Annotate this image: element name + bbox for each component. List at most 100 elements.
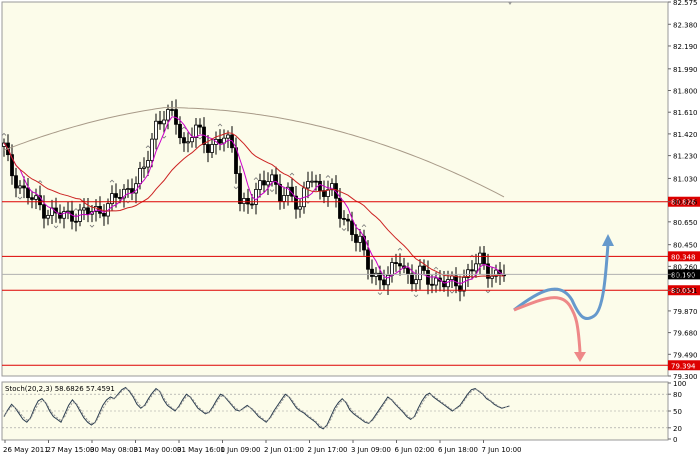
candle-body bbox=[326, 189, 330, 197]
bullish-arrowhead-icon bbox=[602, 234, 614, 246]
candle-body bbox=[470, 269, 474, 272]
candle-body bbox=[162, 119, 166, 125]
price-tick-label: 81.030 bbox=[673, 175, 698, 183]
candle-body bbox=[394, 262, 398, 264]
candle-body bbox=[206, 144, 210, 153]
candle-body bbox=[170, 109, 174, 111]
price-tick-label: 80.826 bbox=[673, 199, 698, 207]
candle-body bbox=[378, 272, 382, 281]
candle-body bbox=[458, 285, 462, 292]
candle-body bbox=[406, 267, 410, 275]
candle-body bbox=[474, 263, 478, 272]
candle-body bbox=[118, 197, 122, 199]
candle-body bbox=[314, 180, 318, 183]
candle-body bbox=[482, 252, 486, 265]
price-layer bbox=[1, 99, 506, 302]
fractal-marker-icon bbox=[253, 177, 259, 180]
time-tick-label: 2 Jun 17:00 bbox=[308, 446, 348, 454]
candle-body bbox=[386, 274, 390, 286]
stochastic-tick-label: 50 bbox=[673, 408, 682, 416]
candle-body bbox=[46, 215, 50, 219]
candle-body bbox=[74, 220, 78, 223]
price-tick-label: 80.051 bbox=[673, 287, 698, 295]
fractal-marker-icon bbox=[485, 290, 491, 294]
candle-body bbox=[262, 180, 266, 186]
level-price-label: 80.348 bbox=[671, 253, 696, 261]
candle-body bbox=[114, 193, 118, 198]
candle-body bbox=[158, 120, 162, 125]
candle-body bbox=[58, 212, 62, 219]
stochastic-tick-label: 0 bbox=[673, 436, 677, 444]
candle-body bbox=[34, 195, 38, 200]
candle-body bbox=[390, 262, 394, 276]
candle-body bbox=[122, 188, 126, 199]
level-price-tag bbox=[668, 196, 700, 207]
candle-body bbox=[294, 195, 298, 210]
price-tick-label: 80.260 bbox=[673, 263, 698, 271]
candle-body bbox=[254, 189, 258, 205]
candle-body bbox=[318, 180, 322, 192]
candle-body bbox=[274, 174, 278, 185]
price-tick-label: 81.610 bbox=[673, 109, 698, 117]
fractal-marker-icon bbox=[181, 126, 187, 130]
candle-body bbox=[22, 185, 26, 189]
candle-body bbox=[210, 144, 214, 153]
candle-body bbox=[286, 186, 290, 196]
candle-body bbox=[26, 187, 30, 199]
candle-body bbox=[194, 124, 198, 138]
candle-body bbox=[18, 185, 22, 189]
candle-body bbox=[62, 211, 66, 219]
candle-body bbox=[422, 265, 426, 271]
candle-body bbox=[282, 195, 286, 202]
candle-body bbox=[182, 137, 186, 144]
level-price-label: 80.826 bbox=[671, 199, 696, 207]
slow-moving-average-line bbox=[3, 107, 505, 198]
stochastic-main-line bbox=[3, 386, 510, 430]
candle-body bbox=[30, 197, 34, 200]
price-tick-label: 82.575 bbox=[673, 0, 698, 7]
time-tick-label: 1 Jun 09:00 bbox=[221, 446, 261, 454]
candle-body bbox=[418, 265, 422, 281]
fractal-marker-icon bbox=[197, 136, 203, 140]
candle-body bbox=[198, 124, 202, 128]
bearish-forecast-arrow bbox=[513, 296, 582, 353]
chart-shift-marker-icon bbox=[508, 2, 512, 5]
candle-body bbox=[238, 173, 242, 204]
bearish-arrowhead-icon bbox=[574, 352, 586, 362]
candle-body bbox=[42, 204, 46, 219]
candle-body bbox=[370, 268, 374, 277]
time-tick-label: 31 May 00:00 bbox=[134, 446, 182, 454]
candle-body bbox=[14, 175, 18, 189]
level-price-tag bbox=[668, 285, 700, 296]
candle-body bbox=[306, 181, 310, 189]
candle-body bbox=[154, 120, 158, 140]
fractal-marker-icon bbox=[377, 292, 383, 296]
fractal-marker-icon bbox=[397, 247, 403, 251]
candle-body bbox=[366, 249, 370, 270]
price-tick-label: 80.650 bbox=[673, 219, 698, 227]
current-price-tag bbox=[668, 269, 700, 280]
price-tick-label: 81.420 bbox=[673, 131, 698, 139]
candle-body bbox=[142, 166, 146, 169]
candle-body bbox=[490, 275, 494, 279]
fractal-marker-icon bbox=[289, 172, 295, 176]
candle-body bbox=[430, 283, 434, 286]
candle-body bbox=[10, 154, 14, 177]
candle-body bbox=[70, 210, 74, 222]
candle-body bbox=[250, 203, 254, 206]
price-tick-label: 80.450 bbox=[673, 242, 698, 250]
candle-body bbox=[150, 138, 154, 161]
candle-body bbox=[342, 218, 346, 220]
candle-body bbox=[414, 279, 418, 285]
price-tick-label: 82.380 bbox=[673, 21, 698, 29]
candle-body bbox=[478, 252, 482, 265]
stochastic-tick-label: 20 bbox=[673, 425, 682, 433]
price-tick-label: 82.190 bbox=[673, 43, 698, 51]
stochastic-title: Stoch(20,2,3) 58.6826 57.4591 bbox=[5, 385, 115, 393]
candle-body bbox=[266, 181, 270, 186]
level-price-tag bbox=[668, 251, 700, 262]
stochastic-tick-label: 80 bbox=[673, 391, 682, 399]
time-tick-label: 7 Jun 10:00 bbox=[482, 446, 522, 454]
time-tick-label: 31 May 16:00 bbox=[177, 446, 225, 454]
